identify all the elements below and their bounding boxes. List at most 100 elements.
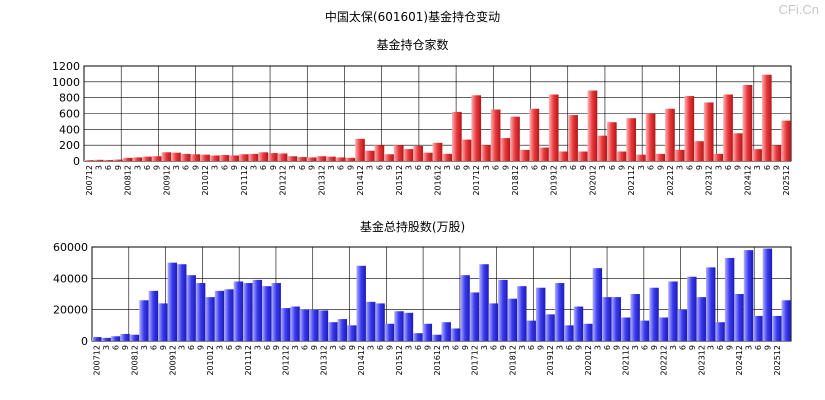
bar: [715, 322, 725, 341]
bar: [461, 139, 472, 161]
bar: [171, 152, 181, 161]
x-tick-label: 6: [569, 165, 578, 170]
bar: [306, 157, 317, 161]
bar: [287, 156, 298, 161]
bar: [318, 310, 329, 341]
x-tick-label: 9: [618, 165, 627, 170]
bar: [568, 115, 578, 161]
x-tick-label: 3: [598, 165, 607, 170]
bar: [762, 248, 773, 341]
x-tick-label: 9: [197, 345, 206, 350]
x-tick-label: 201312: [317, 165, 326, 196]
bar: [374, 145, 385, 161]
bar: [403, 149, 414, 161]
x-tick-label: 9: [537, 345, 546, 350]
bar: [713, 153, 724, 161]
bar: [297, 157, 307, 161]
x-tick-label: 201012: [201, 165, 210, 196]
x-tick-label: 3: [443, 165, 452, 170]
bar: [452, 111, 462, 161]
x-tick-label: 201712: [471, 345, 480, 376]
bar: [432, 334, 442, 341]
y-tick-label: 600: [59, 108, 80, 121]
bar: [732, 133, 743, 161]
bar: [309, 309, 319, 341]
x-tick-label: 200912: [162, 165, 171, 196]
bar: [139, 300, 149, 341]
x-tick-label: 3: [329, 345, 338, 350]
bar: [577, 151, 588, 161]
bar: [620, 317, 631, 341]
bar: [214, 290, 225, 341]
bar: [616, 151, 627, 161]
bar: [743, 250, 754, 341]
x-tick-label: 9: [230, 165, 239, 170]
bar: [110, 336, 121, 341]
bar: [597, 135, 607, 161]
x-tick-label: 3: [288, 165, 297, 170]
x-tick-label: 9: [763, 345, 772, 350]
bar: [394, 311, 404, 341]
x-tick-label: 3: [480, 345, 489, 350]
x-tick-label: 9: [308, 165, 317, 170]
x-tick-label: 202112: [622, 345, 631, 376]
bar: [564, 325, 574, 341]
bar: [258, 152, 269, 161]
x-tick-label: 3: [95, 165, 104, 170]
x-tick-label: 9: [269, 165, 278, 170]
x-tick-label: 201912: [550, 165, 559, 196]
x-tick-label: 9: [463, 165, 472, 170]
x-tick-label: 6: [603, 345, 612, 350]
bar: [84, 160, 94, 161]
bar: [161, 152, 172, 161]
x-tick-label: 9: [348, 345, 357, 350]
x-tick-label: 9: [159, 345, 168, 350]
x-tick-label: 6: [608, 165, 617, 170]
y-tick-label: 400: [59, 123, 80, 136]
x-tick-label: 6: [678, 345, 687, 350]
bar: [753, 315, 763, 341]
bar: [649, 287, 659, 341]
x-tick-label: 9: [272, 345, 281, 350]
bar: [364, 150, 375, 161]
x-tick-label: 6: [149, 345, 158, 350]
bar: [658, 317, 669, 341]
x-tick-label: 201612: [434, 165, 443, 196]
x-tick-label: 3: [753, 165, 762, 170]
x-tick-label: 6: [452, 345, 461, 350]
bar: [734, 294, 744, 341]
bar: [328, 322, 338, 341]
bar: [229, 155, 239, 161]
bar: [558, 151, 569, 161]
x-tick-label: 3: [518, 345, 527, 350]
bar: [442, 153, 453, 161]
x-tick-label: 202312: [697, 345, 706, 376]
bar: [180, 153, 191, 161]
bar: [177, 264, 187, 341]
x-tick-label: 9: [688, 345, 697, 350]
y-tick-label: 60000: [53, 241, 88, 254]
x-tick-label: 3: [744, 345, 753, 350]
x-tick-label: 201612: [433, 345, 442, 376]
y-tick-label: 0: [73, 155, 80, 168]
bar: [167, 262, 178, 341]
x-tick-label: 9: [540, 165, 549, 170]
bar: [742, 85, 753, 161]
x-tick-label: 202112: [627, 165, 636, 196]
bar: [479, 264, 489, 341]
bar: [92, 337, 102, 341]
x-tick-label: 3: [556, 345, 565, 350]
x-tick-label: 6: [104, 165, 113, 170]
bar: [655, 153, 666, 161]
bar: [723, 94, 733, 161]
x-tick-label: 9: [501, 165, 510, 170]
x-tick-label: 9: [424, 165, 433, 170]
bar: [665, 108, 675, 161]
bar: [151, 156, 162, 161]
x-tick-label: 201512: [395, 345, 404, 376]
y-tick-label: 1000: [52, 76, 80, 89]
x-tick-label: 6: [527, 345, 536, 350]
x-tick-label: 3: [404, 345, 413, 350]
x-tick-label: 201812: [511, 165, 520, 196]
